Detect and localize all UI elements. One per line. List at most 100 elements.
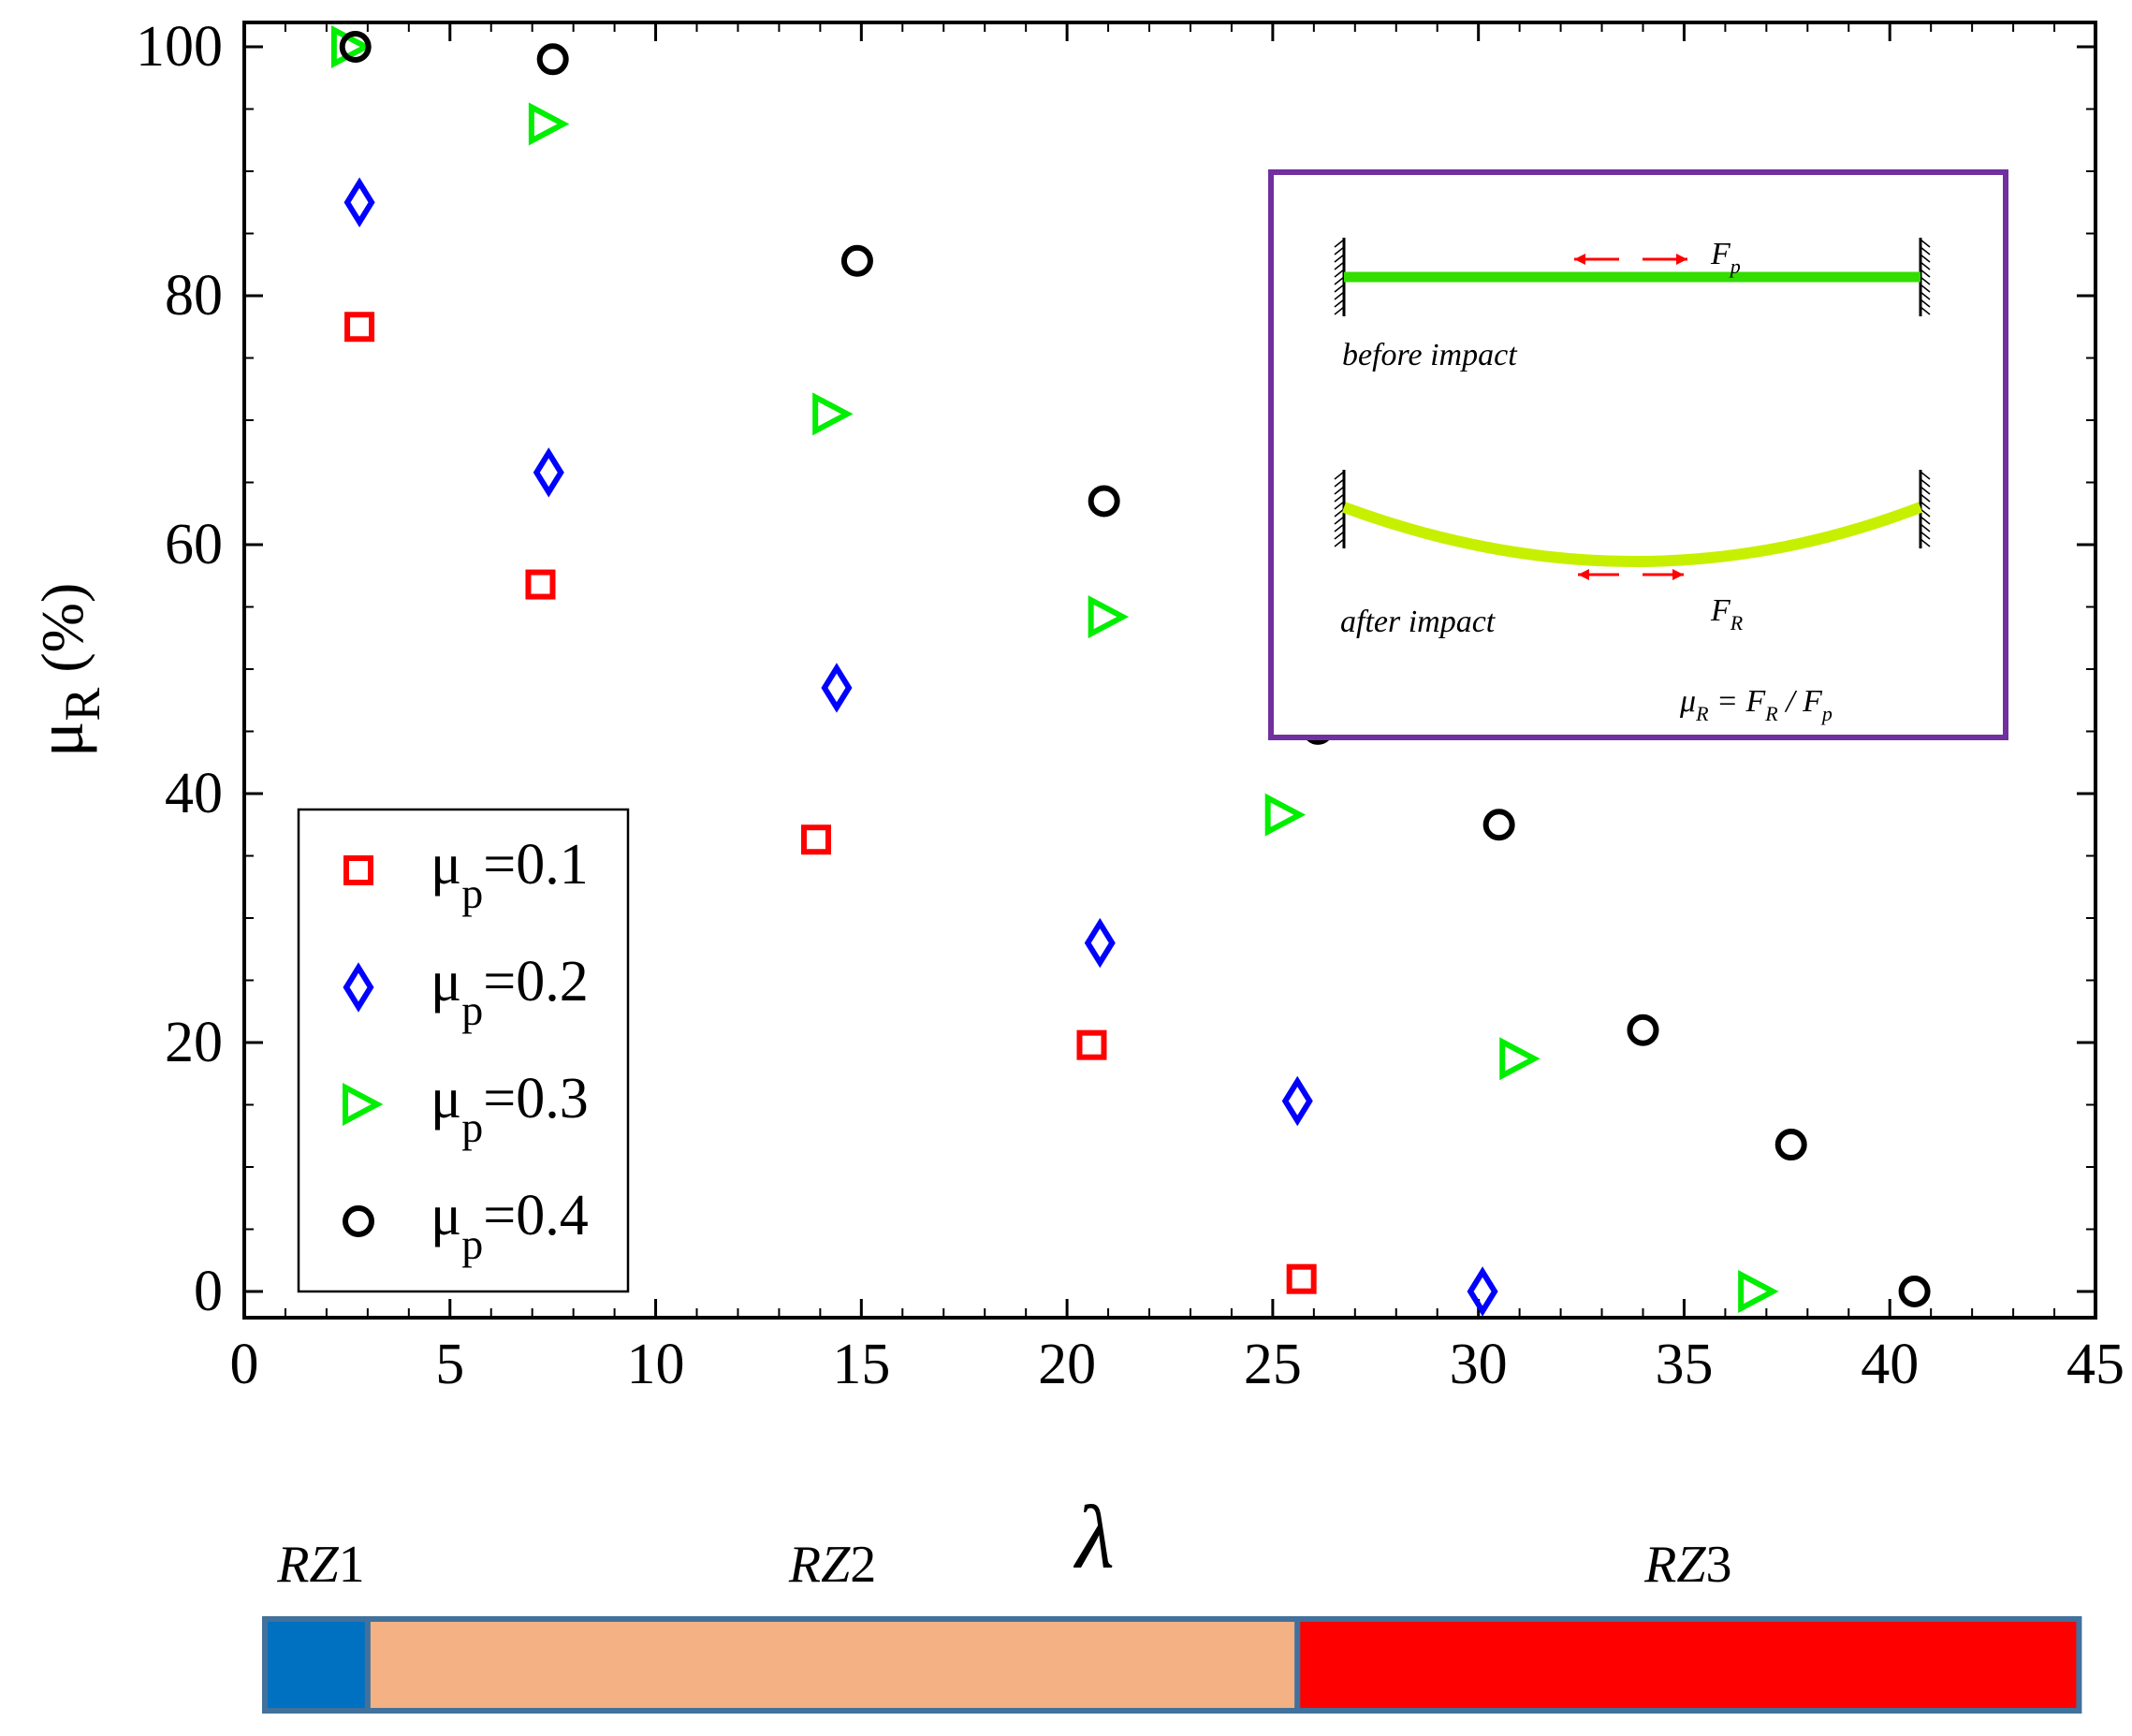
wall-hatch-line (1334, 531, 1345, 540)
legend-marker (343, 1083, 384, 1126)
wall-hatch-line (1920, 246, 1931, 255)
legend-label: μp=0.3 (431, 1067, 589, 1151)
x-tick-label: 5 (435, 1333, 464, 1396)
data-point (812, 392, 854, 436)
wall-hatch-line (1920, 306, 1931, 315)
wall-hatch-line (1920, 516, 1931, 525)
before-impact-label: before impact (1342, 338, 1518, 372)
x-axis-title: λ (1073, 1487, 1115, 1587)
data-point (1088, 595, 1130, 639)
legend-label: μp=0.4 (431, 1184, 589, 1268)
x-tick-label: 30 (1450, 1333, 1508, 1396)
y-tick-label: 40 (165, 762, 223, 825)
legend-marker (343, 1205, 374, 1237)
y-tick-label: 60 (165, 513, 223, 576)
data-point (536, 43, 569, 76)
data-point (1076, 1029, 1107, 1060)
wall-hatch-line (1920, 471, 1931, 480)
legend-marker (343, 855, 373, 885)
axis-tick-labels: 0 5 10 15 20 25 30 35 40 45 0 20 40 60 80 100 (136, 15, 2125, 1396)
data-point (821, 663, 853, 713)
wall-hatch-line (1334, 239, 1345, 248)
wall-hatch-line (1920, 299, 1931, 308)
force-arrow-head (1578, 569, 1589, 580)
wall-hatch-line (1920, 486, 1931, 495)
data-point (339, 31, 372, 63)
wall-hatch-after (1334, 471, 1931, 547)
data-point (1738, 1270, 1779, 1313)
data-point (1774, 1129, 1807, 1161)
data-point (1281, 1075, 1313, 1127)
data-point (1286, 1263, 1317, 1294)
wall-hatch-line (1920, 493, 1931, 503)
wall-hatch-line (1334, 471, 1345, 480)
data-point (344, 312, 375, 343)
wall-hatch-line (1920, 276, 1931, 285)
wall-hatch-line (1334, 269, 1345, 278)
y-tick-label: 0 (194, 1260, 223, 1323)
x-tick-label: 0 (230, 1333, 259, 1396)
legend: μp=0.1 μp=0.2 μp=0.3 μp=0.4 (297, 808, 630, 1293)
wall-hatch-line (1920, 261, 1931, 270)
y-tick-label: 80 (165, 264, 223, 328)
wall-hatch-line (1920, 254, 1931, 263)
force-arrows-before (1574, 254, 1687, 265)
y-axis-title-unit: (%) (29, 583, 95, 688)
data-point (1084, 917, 1116, 969)
x-tick-label: 35 (1655, 1333, 1713, 1396)
data-point (330, 25, 372, 68)
data-point (1482, 809, 1515, 841)
zone-label: RZ2 (788, 1536, 876, 1594)
force-arrow-head (1672, 569, 1684, 580)
x-tick-label: 45 (2066, 1333, 2125, 1396)
wall-hatch-line (1920, 269, 1931, 278)
wall-hatch-line (1334, 306, 1345, 315)
data-point (343, 177, 375, 227)
y-axis-title-symbol: μ (22, 722, 97, 758)
wall-hatch-before (1334, 239, 1931, 315)
wall-hatch-line (1920, 284, 1931, 293)
wall-hatch-line (1920, 508, 1931, 518)
wall-hatch-line (1334, 538, 1345, 547)
zone-label: RZ1 (276, 1536, 364, 1594)
x-tick-label: 15 (832, 1333, 890, 1396)
data-points (330, 25, 1931, 1317)
zone-segment (364, 1616, 1301, 1714)
wall-hatch-line (1920, 501, 1931, 510)
x-tick-label: 20 (1038, 1333, 1096, 1396)
data-point (528, 102, 570, 146)
wall-hatch-line (1334, 508, 1345, 518)
wall-hatch-line (1334, 478, 1345, 488)
y-axis-title-subscript: R (54, 688, 110, 722)
wall-hatch-line (1334, 486, 1345, 495)
data-point (1499, 1037, 1541, 1081)
wall-hatch-line (1334, 299, 1345, 308)
after-impact-label: after impact (1340, 605, 1497, 639)
wall-hatch-line (1334, 276, 1345, 285)
inset-schematic: Fp before impact after impact FR μR = FR… (1268, 169, 2008, 740)
regime-zone-bar: RZ1 RZ2 RZ3 (261, 1536, 2082, 1714)
ratio-formula: μR = FR / Fp (1679, 684, 1833, 725)
zone-label: RZ3 (1643, 1536, 1731, 1594)
data-point (800, 824, 831, 855)
wall-hatch-line (1920, 478, 1931, 488)
wall-hatch-line (1334, 261, 1345, 270)
wall-hatch-line (1334, 523, 1345, 532)
y-tick-label: 20 (165, 1011, 223, 1074)
x-tick-label: 40 (1861, 1333, 1919, 1396)
wall-hatch-line (1920, 291, 1931, 300)
wall-hatch-line (1920, 531, 1931, 540)
force-fp-label: Fp (1710, 237, 1741, 278)
x-tick-label: 10 (627, 1333, 685, 1396)
zone-segment (1294, 1616, 2082, 1714)
zone-segment (261, 1616, 371, 1714)
axis-ticks (242, 22, 2097, 1318)
data-point (525, 569, 556, 600)
wall-hatch-line (1334, 254, 1345, 263)
force-arrows-after (1578, 569, 1684, 580)
wall-hatch-line (1334, 501, 1345, 510)
beam-after-impact (1341, 502, 1923, 567)
legend-label: μp=0.1 (431, 833, 589, 917)
data-point (533, 447, 564, 498)
